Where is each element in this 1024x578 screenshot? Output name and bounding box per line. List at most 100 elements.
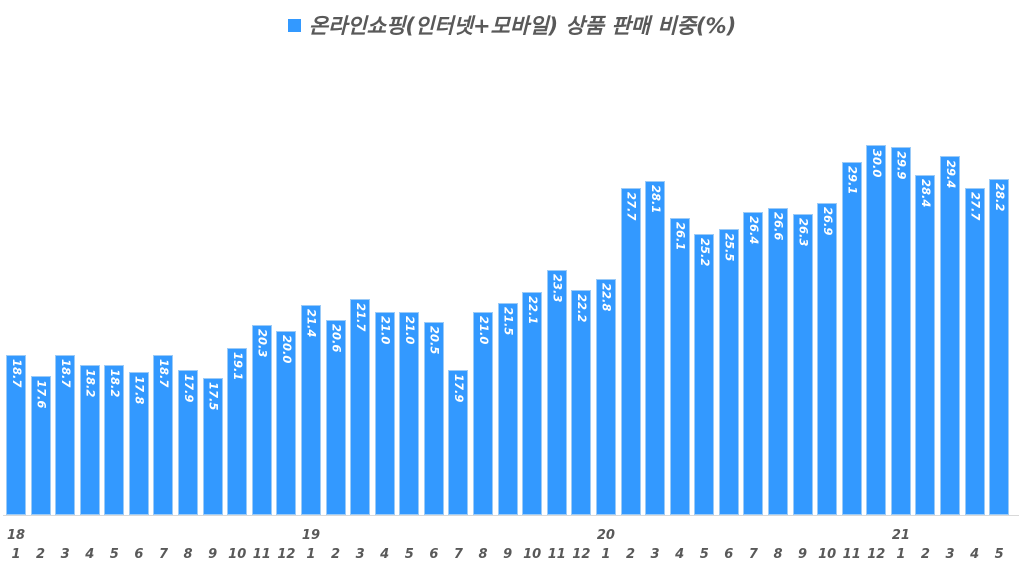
bar-value-label: 26.1 [673, 221, 688, 251]
bar-value-label: 20.6 [329, 323, 344, 353]
bar: 26.4 [743, 212, 764, 515]
x-axis-month-label: 9 [503, 547, 513, 562]
bar: 26.3 [792, 214, 813, 515]
x-axis-month-label: 8 [183, 547, 193, 562]
x-axis-month-label: 2 [331, 547, 341, 562]
x-axis-month-label: 9 [798, 547, 808, 562]
bar: 21.4 [300, 305, 321, 515]
bar-value-label: 18.2 [108, 368, 123, 397]
bar: 21.5 [497, 303, 518, 515]
bar: 27.7 [964, 187, 985, 515]
x-axis-month-label: 1 [601, 547, 611, 562]
bar-value-label: 17.9 [181, 374, 196, 403]
bar-value-label: 18.2 [83, 368, 98, 397]
bar-value-label: 20.3 [255, 329, 270, 358]
x-axis-month-label: 7 [748, 547, 758, 562]
bar: 17.5 [202, 377, 223, 515]
bar-value-label: 28.1 [648, 184, 663, 213]
bar: 22.8 [595, 279, 616, 515]
bar: 18.2 [104, 364, 125, 515]
bar-value-label: 17.9 [452, 374, 467, 403]
bar-value-label: 18.7 [58, 359, 73, 388]
bar: 20.0 [276, 331, 297, 515]
bar-value-label: 20.0 [280, 335, 295, 364]
bar-value-label: 22.1 [525, 296, 540, 325]
x-axis-month-label: 4 [970, 547, 980, 562]
bar-value-label: 21.5 [501, 307, 516, 336]
x-axis-month-label: 11 [842, 547, 861, 562]
bar: 20.6 [325, 319, 346, 515]
x-axis-month-label: 5 [109, 547, 119, 562]
bar-value-label: 22.8 [599, 283, 614, 312]
legend-swatch-icon [287, 19, 301, 32]
bar-value-label: 29.4 [943, 160, 958, 189]
bar: 25.5 [718, 228, 739, 515]
x-axis-year-label: 19 [301, 528, 320, 543]
bar: 17.9 [178, 370, 199, 515]
bar: 18.7 [55, 355, 76, 515]
x-axis-month-label: 4 [380, 547, 390, 562]
bar: 20.3 [251, 325, 272, 515]
bar-value-label: 27.7 [968, 191, 983, 221]
x-axis-month-label: 6 [134, 547, 144, 562]
bar-value-label: 17.5 [206, 381, 221, 410]
bar-value-label: 30.0 [870, 149, 885, 178]
x-axis-month-label: 1 [11, 547, 21, 562]
bar: 21.0 [399, 312, 420, 515]
x-axis-year-label: 20 [596, 528, 615, 543]
bar-value-label: 26.6 [771, 212, 786, 241]
x-axis-month-label: 11 [252, 547, 271, 562]
x-axis-baseline [3, 515, 1019, 516]
bar-value-label: 26.9 [820, 206, 835, 236]
bar-value-label: 29.1 [845, 165, 860, 195]
bar-value-label: 19.1 [230, 351, 245, 381]
x-axis-month-label: 3 [355, 547, 365, 562]
bar-value-label: 26.4 [747, 216, 762, 245]
x-axis-month-label: 12 [572, 547, 591, 562]
bar: 17.8 [128, 371, 149, 515]
bar: 23.3 [546, 269, 567, 515]
bar-value-label: 21.0 [403, 316, 418, 345]
bar-value-label: 21.0 [378, 316, 393, 345]
x-axis-month-label: 2 [36, 547, 46, 562]
x-axis-month-label: 5 [699, 547, 709, 562]
x-axis-month-label: 7 [453, 547, 463, 562]
x-axis-month-label: 10 [523, 547, 542, 562]
chart-title: 온라인쇼핑(인터넷+모바일) 상품 판매 비중(%) [0, 10, 1024, 40]
bar: 29.1 [841, 161, 862, 515]
bar: 21.0 [473, 312, 494, 515]
bar-value-label: 17.8 [132, 375, 147, 405]
x-axis-month-label: 5 [404, 547, 414, 562]
x-axis-month-label: 6 [429, 547, 439, 562]
bar: 28.4 [915, 174, 936, 515]
x-axis-month-label: 3 [945, 547, 955, 562]
x-axis-month-label: 1 [896, 547, 906, 562]
bar: 21.0 [374, 312, 395, 515]
bar: 20.5 [423, 321, 444, 515]
bar-value-label: 26.3 [796, 218, 811, 247]
x-axis-month-label: 3 [650, 547, 660, 562]
bar-value-label: 20.5 [427, 325, 442, 355]
bar: 25.2 [694, 234, 715, 515]
chart-title-text: 온라인쇼핑(인터넷+모바일) 상품 판매 비중(%) [308, 14, 737, 38]
x-axis-month-label: 10 [228, 547, 247, 562]
bar: 29.4 [940, 156, 961, 515]
bar: 18.2 [79, 364, 100, 515]
bar-value-label: 21.4 [304, 309, 319, 338]
bar-value-label: 18.7 [9, 359, 24, 388]
bar-value-label: 28.4 [919, 178, 934, 208]
bar-value-label: 25.2 [697, 238, 712, 267]
bar-value-label: 28.2 [992, 182, 1007, 212]
bar: 26.1 [669, 217, 690, 515]
x-axis-month-label: 4 [85, 547, 95, 562]
x-axis-year-label: 21 [891, 528, 910, 543]
x-axis-month-label: 8 [478, 547, 488, 562]
x-axis-month-label: 10 [818, 547, 837, 562]
x-axis-month-label: 6 [724, 547, 734, 562]
bar-value-label: 23.3 [550, 273, 565, 303]
bar: 22.1 [522, 292, 543, 515]
x-axis-month-label: 11 [547, 547, 566, 562]
bar: 26.9 [817, 202, 838, 515]
x-axis-month-label: 12 [277, 547, 296, 562]
bar-value-label: 18.7 [157, 359, 172, 388]
